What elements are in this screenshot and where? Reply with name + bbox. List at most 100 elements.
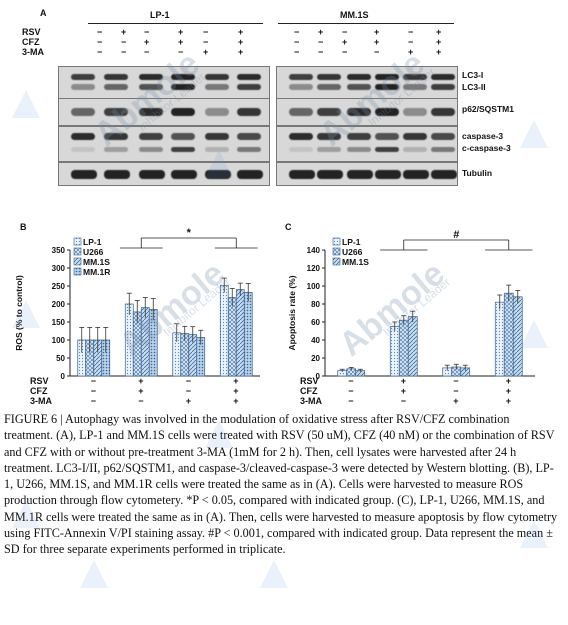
treatment-sign: −: [294, 47, 300, 57]
blot-band: [139, 74, 163, 80]
blot-band: [171, 170, 197, 179]
caption-lead: FIGURE 6: [4, 412, 58, 426]
y-tick-label: 120: [307, 264, 321, 273]
treatment-sign: −: [185, 386, 192, 396]
treatment-sign: −: [348, 376, 354, 386]
y-tick-label: 200: [52, 300, 66, 309]
treatment-sign: +: [121, 27, 127, 37]
y-tick-label: 60: [311, 318, 320, 327]
blot-band: [237, 147, 261, 152]
bar: [235, 289, 245, 377]
legend-label: LP-1: [342, 237, 361, 247]
treatment-sign: −: [453, 376, 459, 386]
blot-band: [289, 108, 313, 116]
blot-band: [71, 84, 95, 90]
blot-label-p62: p62/SQSTM1: [462, 104, 514, 114]
treatment-sign: −: [138, 396, 144, 406]
blot-band: [317, 74, 341, 80]
legend-swatch: [332, 257, 341, 266]
treatment-sign: +: [374, 37, 380, 47]
blot-label-tubulin: Tubulin: [462, 168, 493, 178]
treatment-sign: −: [97, 47, 103, 57]
blot-band: [104, 108, 128, 116]
blot-band: [375, 133, 399, 140]
blot-band: [317, 133, 341, 140]
treatment-sign: −: [144, 27, 150, 37]
blot-band: [403, 133, 427, 140]
significance-mark: #: [453, 229, 459, 241]
blot-band: [171, 108, 195, 116]
blot-band: [171, 147, 195, 152]
bar: [503, 292, 514, 377]
blot-band: [139, 108, 163, 116]
treatment-sign: −: [400, 396, 407, 406]
blot-band: [403, 147, 427, 152]
legend-label: MM.1R: [83, 267, 110, 277]
blot-casp3-mm1s: [276, 126, 458, 162]
legend-label: MM.1S: [342, 257, 369, 267]
watermark-triangle: [520, 120, 548, 148]
y-tick-label: 250: [52, 282, 66, 291]
blot-band: [205, 133, 229, 140]
y-tick-label: 140: [307, 246, 321, 255]
blot-band: [139, 133, 163, 140]
legend-swatch: [73, 257, 82, 266]
blot-band: [431, 108, 455, 116]
blot-band: [104, 170, 130, 179]
y-tick-label: 100: [307, 282, 321, 291]
blot-band: [375, 84, 399, 90]
bar: [140, 307, 150, 377]
blot-band: [205, 84, 229, 90]
blot-band: [237, 170, 263, 179]
treatment-sign: −: [90, 386, 97, 396]
treatment-sign: −: [342, 27, 348, 37]
y-tick-label: 20: [311, 354, 320, 363]
blot-band: [71, 147, 95, 152]
legend-swatch: [73, 267, 82, 276]
treatment-sign: +: [185, 396, 192, 406]
treatment-sign: −: [408, 37, 414, 47]
treatment-label: RSV: [22, 27, 41, 37]
treatment-sign: −: [144, 47, 150, 57]
treatment-label: 3-MA: [22, 47, 44, 57]
treatment-sign: +: [453, 396, 459, 406]
treatment-sign: −: [203, 27, 209, 37]
blot-band: [347, 147, 371, 152]
bar: [494, 301, 505, 377]
group-label-mm1s: MM.1S: [340, 10, 369, 20]
treatment-sign: −: [203, 37, 209, 47]
treatment-sign: +: [233, 376, 239, 386]
blot-band: [104, 74, 128, 80]
blot-band: [375, 108, 399, 116]
blot-band: [289, 170, 315, 179]
bar: [243, 292, 253, 377]
blot-band: [403, 170, 429, 179]
legend-label: LP-1: [83, 237, 102, 247]
treatment-sign: +: [178, 37, 184, 47]
blot-band: [71, 108, 95, 116]
blot-band: [403, 108, 427, 116]
blot-band: [205, 170, 231, 179]
y-axis-label: Apoptosis rate (%): [287, 275, 297, 350]
blot-band: [139, 170, 165, 179]
bar: [398, 319, 409, 377]
treatment-sign: −: [178, 47, 184, 57]
panel-b-label: B: [20, 222, 27, 232]
treatment-sign: −: [90, 396, 97, 406]
blot-band: [347, 170, 373, 179]
legend-label: MM.1S: [83, 257, 110, 267]
blot-band: [431, 170, 457, 179]
caption-text: | Autophagy was involved in the modulati…: [4, 412, 558, 557]
treatment-sign: −: [342, 47, 348, 57]
blot-band: [237, 108, 261, 116]
blot-band: [171, 133, 195, 140]
blot-band: [205, 108, 229, 116]
blot-band: [104, 84, 128, 90]
blot-band: [289, 74, 313, 80]
blot-label-lc3-i: LC3-I: [462, 70, 484, 80]
bar: [227, 297, 237, 377]
treatment-sign: +: [342, 37, 348, 47]
blot-band: [375, 147, 399, 152]
blot-lc3-mm1s: [276, 66, 458, 99]
bar: [407, 316, 418, 377]
